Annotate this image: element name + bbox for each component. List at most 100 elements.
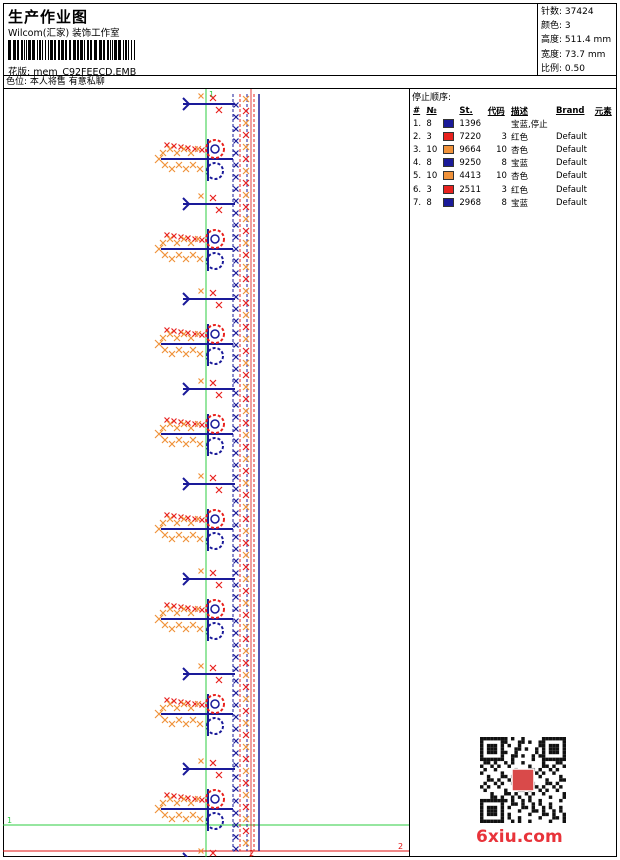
spec-height: 高度: 511.4 mm xyxy=(541,35,612,46)
cell-no: 8 xyxy=(426,158,432,169)
cell-code: 3 xyxy=(501,184,507,195)
cell-swatch xyxy=(441,157,458,170)
stop-sequence-table: # № St. 代码 描述 Brand 元素 1. 8 1396 宝蓝,停止 2. 3 72… xyxy=(411,104,616,209)
cell-stitches: 4413 xyxy=(459,171,482,182)
cell-stitches: 2968 xyxy=(459,197,482,208)
color-position-value: 本人将售 有意私聊 xyxy=(29,77,105,87)
spec-stitches: 针数: 37424 xyxy=(541,7,594,17)
spec-scale: 比例: 0.50 xyxy=(541,63,585,74)
cell-brand: Default xyxy=(555,158,588,169)
table-row: 4. 8 9250 8 宝蓝 Default xyxy=(411,157,616,170)
col-element: 元素 xyxy=(594,106,612,117)
cell-code: 10 xyxy=(496,144,507,155)
marker-right: 2 xyxy=(398,842,403,851)
spec-width: 宽度: 73.7 mm xyxy=(541,49,606,60)
cell-code: 3 xyxy=(501,131,507,142)
cell-no: 8 xyxy=(426,197,432,208)
cell-no: 8 xyxy=(426,118,432,129)
cell-stitches: 7220 xyxy=(459,131,482,142)
table-row: 6. 3 2511 3 红色 Default xyxy=(411,183,616,196)
table-row: 7. 8 2968 8 宝蓝 Default xyxy=(411,196,616,209)
cell-element xyxy=(593,170,616,183)
color-swatch xyxy=(442,158,454,168)
color-swatch xyxy=(442,144,454,154)
cell-element xyxy=(593,157,616,170)
watermark-site: 6xiu.com xyxy=(476,827,563,847)
cell-idx: 7. xyxy=(413,197,422,208)
sheet-frame xyxy=(3,3,617,857)
table-header-row: # № St. 代码 描述 Brand 元素 xyxy=(411,104,616,117)
cell-desc: 红色 xyxy=(510,185,528,196)
color-swatch xyxy=(442,118,454,128)
design-canvas[interactable]: 1 1 2 2 xyxy=(3,89,410,857)
table-row: 5. 10 4413 10 杏色 Default xyxy=(411,170,616,183)
cell-desc: 宝蓝 xyxy=(510,198,528,209)
cell-swatch xyxy=(441,170,458,183)
cell-idx: 2. xyxy=(413,131,422,142)
cell-brand: Default xyxy=(555,131,588,142)
cell-idx: 1. xyxy=(413,118,422,129)
cell-element xyxy=(593,143,616,156)
color-position-label: 色位: xyxy=(6,77,28,87)
color-swatch xyxy=(442,197,454,207)
cell-idx: 3. xyxy=(413,144,422,155)
color-position-row: 色位: 本人将售 有意私聊 xyxy=(3,75,617,89)
cell-swatch xyxy=(441,130,458,143)
cell-element xyxy=(593,117,616,130)
marker-top: 1 xyxy=(209,90,214,99)
cell-desc: 杏色 xyxy=(510,172,528,183)
col-swatch xyxy=(441,104,458,117)
company-name: Wilcom(汇家) 装饰工作室 xyxy=(8,28,120,39)
cell-brand: Default xyxy=(555,171,588,182)
cell-stitches: 9250 xyxy=(459,158,482,169)
pattern-info: 花版: mem_C92FEECD.EMB xyxy=(8,64,136,78)
spec-colors: 颜色: 3 xyxy=(541,21,571,32)
cell-element xyxy=(593,183,616,196)
cell-swatch xyxy=(441,183,458,196)
cell-swatch xyxy=(441,143,458,156)
table-row: 2. 3 7220 3 红色 Default xyxy=(411,130,616,143)
stop-sequence-title: 停止顺序: xyxy=(412,93,452,103)
cell-code: 8 xyxy=(501,158,507,169)
pattern-label: 花版: xyxy=(8,67,31,78)
cell-code: 10 xyxy=(496,171,507,182)
cell-code: 8 xyxy=(501,197,507,208)
cell-no: 3 xyxy=(426,131,432,142)
cell-stitches: 9664 xyxy=(459,144,482,155)
cell-idx: 4. xyxy=(413,158,422,169)
col-stitches: St. xyxy=(459,105,473,116)
color-swatch xyxy=(442,131,454,141)
cell-element xyxy=(593,196,616,209)
cell-brand: Default xyxy=(555,184,588,195)
qr-code xyxy=(480,737,566,823)
cell-brand: Default xyxy=(555,144,588,155)
marker-left: 1 xyxy=(7,816,12,825)
table-row: 1. 8 1396 宝蓝,停止 xyxy=(411,117,616,130)
embroidery-design: 1 1 2 2 xyxy=(3,89,409,857)
cell-brand: Default xyxy=(555,197,588,208)
col-code: 代码 xyxy=(487,106,505,117)
cell-brand xyxy=(554,117,593,130)
cell-stitches: 1396 xyxy=(459,118,482,129)
col-desc: 描述 xyxy=(510,106,528,117)
color-swatch xyxy=(442,184,454,194)
sheet-title: 生产作业图 xyxy=(8,8,89,26)
marker-mid: 2 xyxy=(249,849,254,857)
cell-idx: 5. xyxy=(413,171,422,182)
cell-desc: 杏色 xyxy=(510,145,528,156)
col-number: № xyxy=(426,105,437,116)
cell-desc: 宝蓝,停止 xyxy=(510,119,548,130)
color-swatch xyxy=(442,171,454,181)
cell-element xyxy=(593,130,616,143)
cell-swatch xyxy=(441,196,458,209)
col-brand: Brand xyxy=(555,105,585,116)
header-left: 生产作业图 Wilcom(汇家) 装饰工作室 花版: mem_C92FEECD.… xyxy=(3,3,538,78)
table-row: 3. 10 9664 10 杏色 Default xyxy=(411,143,616,156)
cell-no: 3 xyxy=(426,184,432,195)
cell-code xyxy=(486,117,509,130)
cell-no: 10 xyxy=(426,171,438,182)
pattern-file: mem_C92FEECD.EMB xyxy=(33,67,137,78)
specs-panel: 针数: 37424 颜色: 3 高度: 511.4 mm 宽度: 73.7 mm… xyxy=(538,3,617,75)
cell-stitches: 2511 xyxy=(459,184,482,195)
cell-desc: 宝蓝 xyxy=(510,159,528,170)
